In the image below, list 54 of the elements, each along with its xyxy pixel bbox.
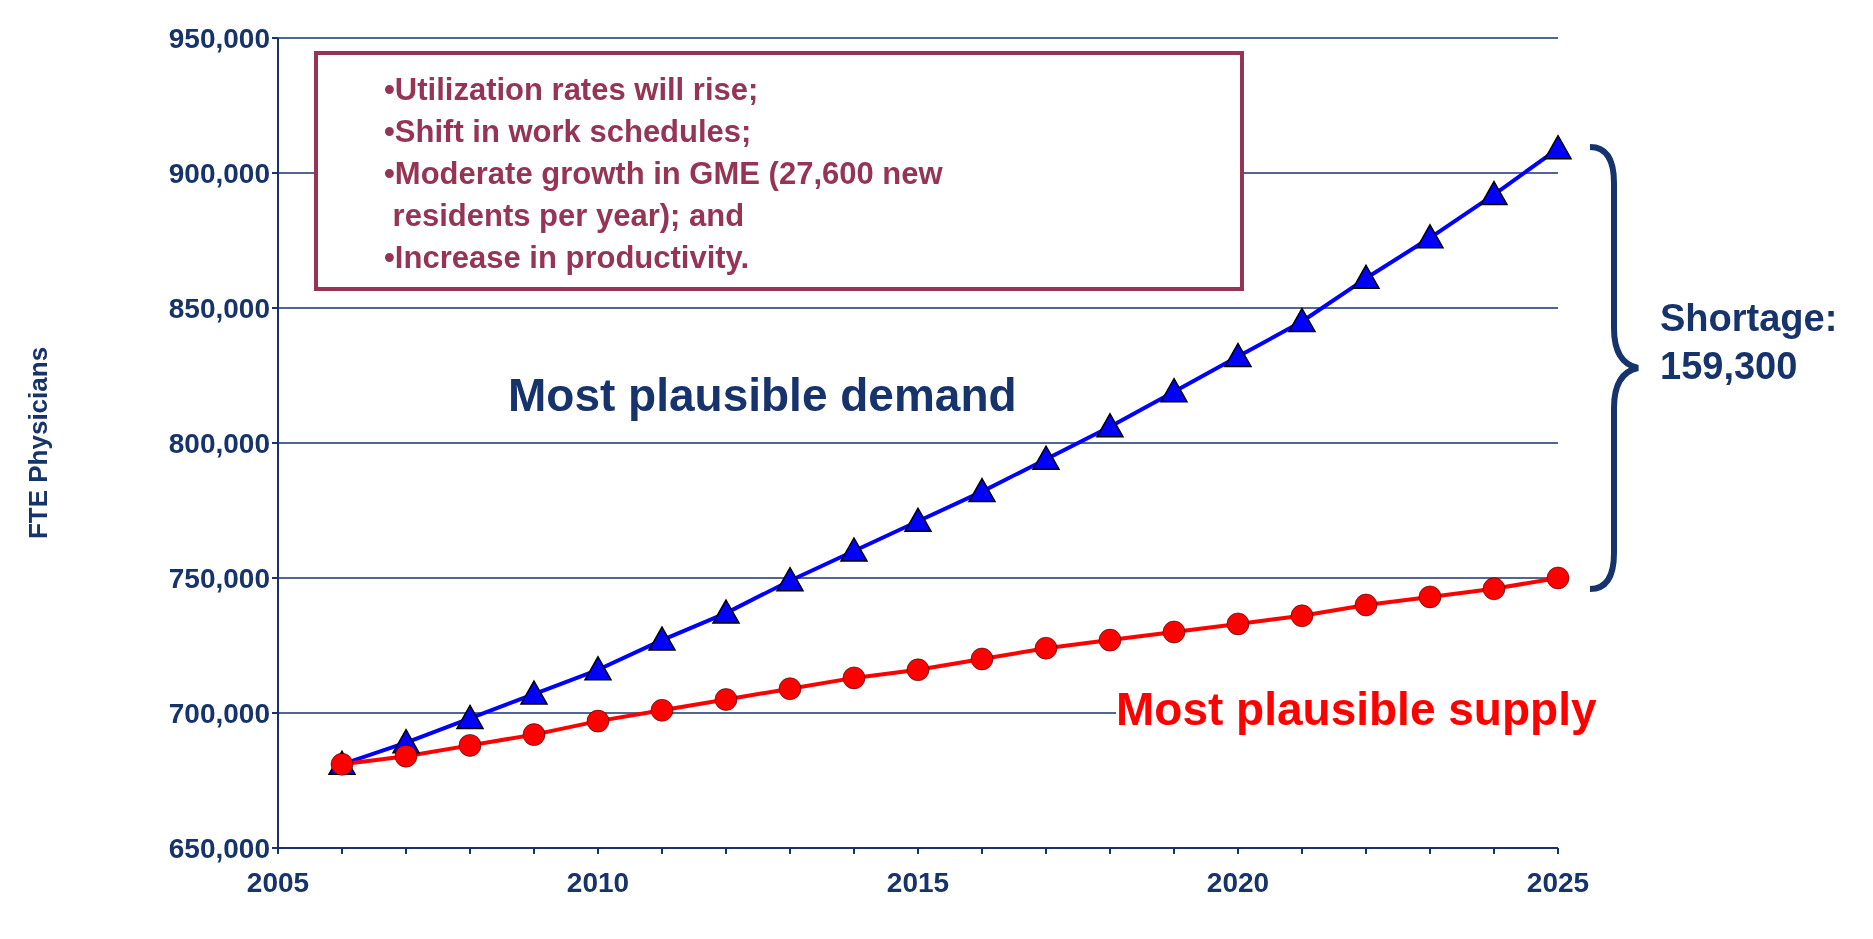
point — [1096, 413, 1124, 438]
y-tick-label: 650,000 — [168, 832, 270, 864]
y-tick-label: 900,000 — [168, 157, 270, 189]
point — [456, 704, 484, 730]
point — [1352, 264, 1380, 290]
point — [776, 566, 804, 592]
point — [714, 688, 738, 711]
point — [1032, 445, 1060, 470]
point — [1034, 636, 1058, 660]
point — [522, 723, 546, 746]
point — [584, 656, 612, 681]
point — [840, 537, 868, 562]
point — [650, 699, 674, 722]
point — [1288, 307, 1316, 333]
point — [1160, 377, 1188, 403]
series-label: Most plausible demand — [508, 368, 1017, 422]
point — [1546, 566, 1570, 590]
x-tick-label: 2025 — [1526, 866, 1590, 898]
point — [458, 734, 482, 757]
y-tick-label: 950,000 — [168, 22, 270, 54]
point — [778, 677, 802, 700]
y-tick-label: 750,000 — [168, 562, 270, 594]
point — [520, 680, 548, 705]
point — [394, 744, 418, 768]
point — [1544, 134, 1572, 160]
x-tick-label: 2010 — [566, 866, 630, 898]
point — [906, 658, 930, 682]
x-tick-label: 2005 — [246, 866, 310, 898]
point — [1162, 620, 1186, 644]
point — [1354, 593, 1378, 617]
y-tick-label: 700,000 — [168, 697, 270, 729]
series-label: Most plausible supply — [1116, 683, 1597, 735]
point — [712, 599, 740, 624]
y-tick-label: 800,000 — [168, 427, 270, 459]
x-tick-label: 2020 — [1206, 866, 1270, 898]
point — [586, 709, 610, 733]
point — [968, 477, 996, 503]
point — [842, 666, 866, 690]
y-axis-title: FTE Physicians — [23, 346, 54, 540]
x-tick-label: 2015 — [886, 866, 950, 898]
point — [1098, 628, 1122, 652]
text: Shortage: 159,300 — [1660, 296, 1838, 389]
point — [1418, 585, 1442, 609]
point — [1226, 612, 1250, 636]
point — [648, 626, 676, 651]
point — [1290, 604, 1314, 628]
y-tick-label: 850,000 — [168, 292, 270, 324]
point — [904, 507, 932, 533]
point — [1482, 577, 1506, 601]
point — [970, 647, 994, 671]
point — [1416, 224, 1444, 249]
note-box: •Utilization rates will rise; •Shift in work schedules; •Moderate growth in GME (27,600 new residents per year); and •Increase in productivity. — [314, 51, 1244, 291]
point — [1480, 180, 1508, 206]
point — [1224, 342, 1252, 368]
